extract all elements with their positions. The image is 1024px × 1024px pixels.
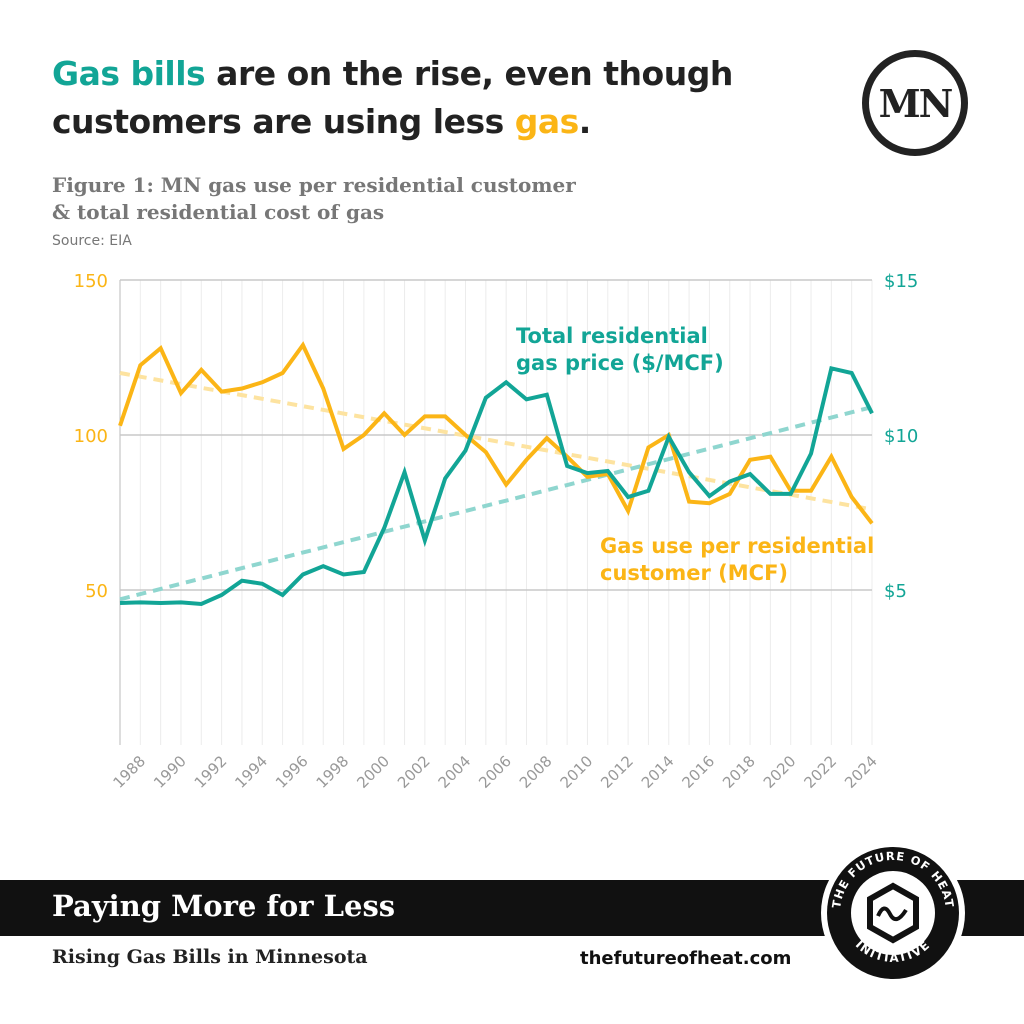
gas-price-series-label: gas price ($/MCF) bbox=[516, 351, 724, 375]
headline-text-2: customers are using less bbox=[52, 102, 515, 141]
x-axis-tick-label: 2018 bbox=[719, 752, 759, 792]
gas-price-line bbox=[119, 365, 874, 606]
gas-price-trendline bbox=[119, 405, 873, 602]
headline: Gas bills are on the rise, even though c… bbox=[52, 50, 733, 146]
x-axis-tick-label: 2010 bbox=[557, 752, 597, 792]
headline-highlight-bills: Gas bills bbox=[52, 54, 206, 93]
x-axis-tick-label: 2004 bbox=[435, 752, 475, 792]
gas-use-series-label: Gas use per residential bbox=[600, 534, 874, 558]
chart: 50 100 150 $5 $10 $15 1988 1990 1992 1994 1996 1998… bbox=[74, 271, 919, 792]
x-axis-tick-label: 2000 bbox=[353, 752, 393, 792]
x-axis-tick-label: 1996 bbox=[272, 752, 312, 792]
gas-use-line bbox=[118, 341, 874, 525]
website-link[interactable]: thefutureofheat.com bbox=[580, 948, 792, 969]
right-axis-tick-label: $15 bbox=[884, 271, 918, 292]
footer-subtitle: Rising Gas Bills in Minnesota bbox=[52, 946, 368, 968]
headline-period: . bbox=[578, 102, 592, 141]
x-axis-tick-label: 2022 bbox=[800, 752, 840, 792]
footer-title: Paying More for Less bbox=[52, 889, 396, 923]
x-axis-tick-label: 2014 bbox=[638, 752, 678, 792]
x-axis-tick-label: 1998 bbox=[313, 752, 353, 792]
x-axis-tick-label: 2024 bbox=[841, 752, 881, 792]
figure-title-line1: Figure 1: MN gas use per residential cus… bbox=[52, 173, 576, 197]
future-of-heat-badge-logo: THE FUTURE OF HEAT INITIATIVE bbox=[821, 841, 965, 985]
x-axis-tick-label: 2006 bbox=[475, 752, 515, 792]
x-axis-tick-label: 2020 bbox=[760, 752, 800, 792]
right-axis-tick-label: $10 bbox=[884, 426, 918, 447]
x-axis-tick-label: 1992 bbox=[191, 752, 231, 792]
left-axis-tick-label: 50 bbox=[85, 581, 108, 602]
x-axis-tick-label: 1994 bbox=[231, 752, 271, 792]
right-axis-tick-label: $5 bbox=[884, 581, 907, 602]
mn-logo: MN bbox=[862, 50, 968, 156]
x-axis-tick-label: 2002 bbox=[394, 752, 434, 792]
x-axis-tick-label: 2008 bbox=[516, 752, 556, 792]
left-axis-tick-label: 100 bbox=[74, 426, 108, 447]
figure-title: Figure 1: MN gas use per residential cus… bbox=[52, 172, 576, 226]
x-axis-tick-label: 1990 bbox=[150, 752, 190, 792]
headline-text: are on the rise, even though bbox=[205, 54, 733, 93]
headline-highlight-gas: gas bbox=[514, 102, 580, 141]
gas-price-series-label: Total residential bbox=[516, 324, 708, 348]
source-note: Source: EIA bbox=[52, 233, 132, 249]
x-axis-tick-label: 1988 bbox=[109, 752, 149, 792]
figure-title-line2: & total residential cost of gas bbox=[52, 200, 385, 224]
gas-use-series-label: customer (MCF) bbox=[600, 561, 788, 585]
x-axis-tick-label: 2016 bbox=[679, 752, 719, 792]
gas-use-trendline bbox=[119, 371, 873, 512]
left-axis-tick-label: 150 bbox=[74, 271, 108, 292]
x-axis-tick-label: 2012 bbox=[597, 752, 637, 792]
